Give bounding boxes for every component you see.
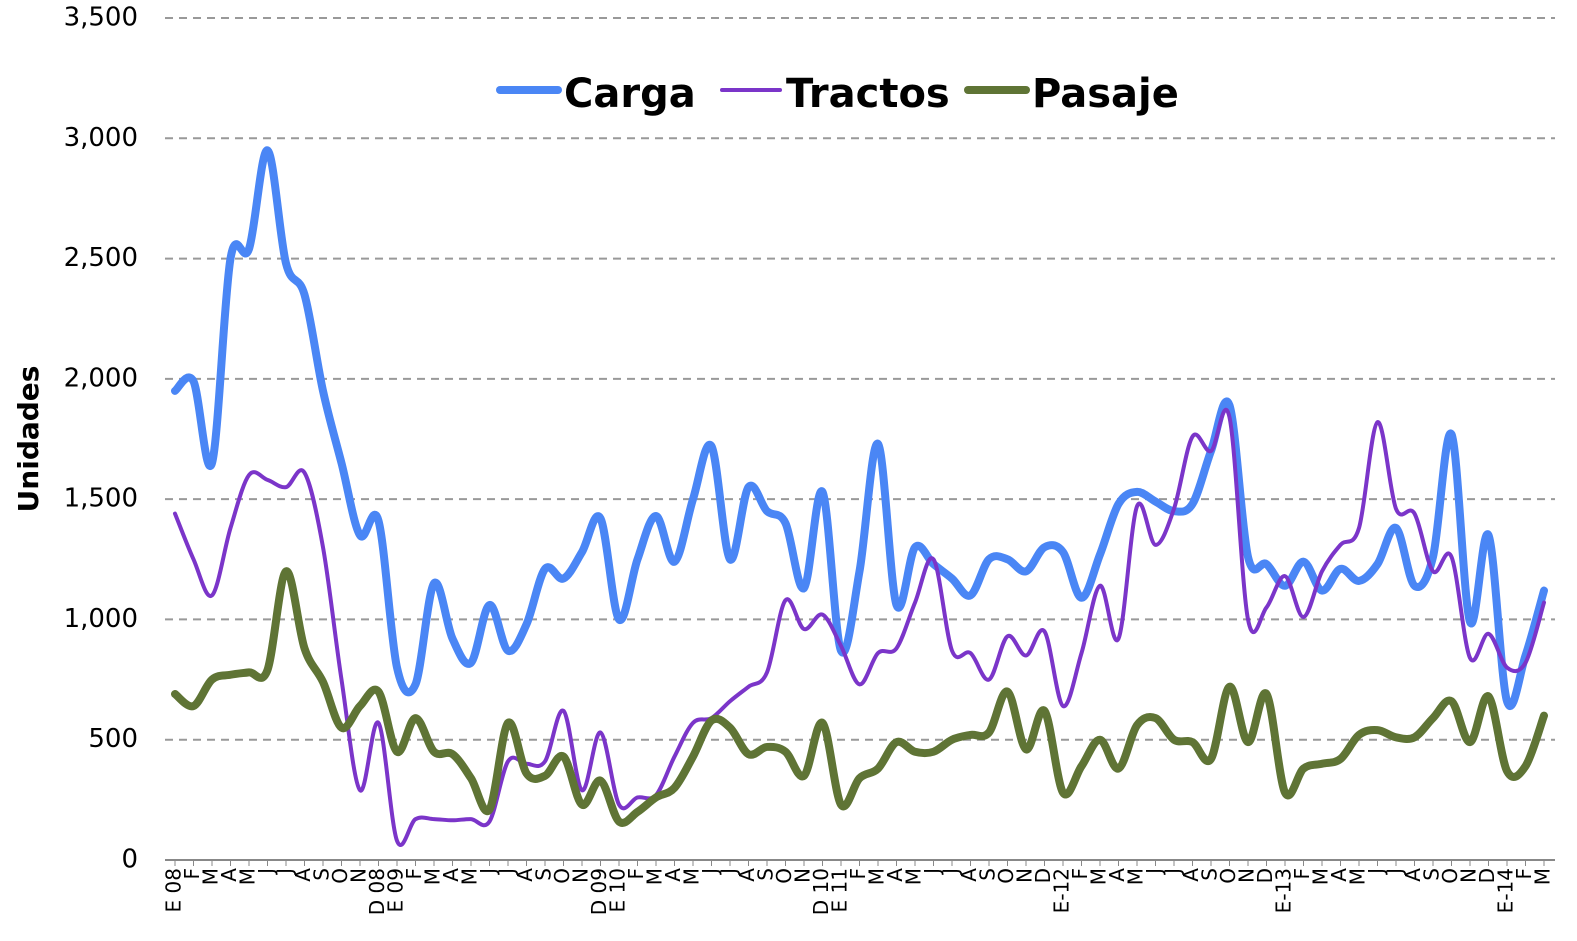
x-tick-label: N bbox=[1457, 868, 1481, 883]
x-tick-label: J bbox=[254, 868, 278, 876]
x-tick-label: S bbox=[754, 868, 778, 881]
x-tick-label: E-14 bbox=[1494, 868, 1518, 913]
x-tick-label: A bbox=[439, 868, 463, 882]
x-tick-label: J bbox=[1161, 868, 1185, 876]
x-tick-label: J bbox=[1364, 868, 1388, 876]
x-tick-label: M bbox=[1346, 868, 1370, 885]
x-tick-label: J bbox=[939, 868, 963, 876]
x-tick-label: M bbox=[421, 868, 445, 885]
y-tick-label: 500 bbox=[88, 724, 138, 754]
x-tick-label: D bbox=[1475, 868, 1499, 883]
x-tick-label: J bbox=[698, 868, 722, 876]
x-tick-label: M bbox=[1531, 868, 1555, 885]
x-tick-label: J bbox=[920, 868, 944, 876]
x-tick-label: F bbox=[1290, 868, 1314, 880]
x-tick-label: O bbox=[550, 868, 574, 884]
x-tick-label: A bbox=[735, 868, 759, 882]
x-tick-label: M bbox=[865, 868, 889, 885]
x-tick-label: A bbox=[957, 868, 981, 882]
x-tick-label: F bbox=[846, 868, 870, 880]
x-tick-label: E 10 bbox=[606, 868, 630, 912]
x-tick-label: S bbox=[310, 868, 334, 881]
line-series bbox=[171, 567, 1548, 827]
x-tick-label: A bbox=[1401, 868, 1425, 882]
x-tick-label: N bbox=[347, 868, 371, 883]
legend-label: Tractos bbox=[786, 71, 950, 117]
x-tick-label: M bbox=[236, 868, 260, 885]
x-tick-label: J bbox=[717, 868, 741, 876]
x-tick-label: N bbox=[1013, 868, 1037, 883]
x-tick-label: O bbox=[328, 868, 352, 884]
y-tick-label: 0 bbox=[121, 845, 138, 875]
x-tick-label: M bbox=[199, 868, 223, 885]
x-tick-label: F bbox=[402, 868, 426, 880]
x-tick-label: E 11 bbox=[828, 868, 852, 912]
y-tick-label: 1,000 bbox=[64, 604, 138, 634]
x-tick-label: E-12 bbox=[1050, 868, 1074, 913]
x-tick-label: M bbox=[1309, 868, 1333, 885]
x-tick-label: O bbox=[772, 868, 796, 884]
x-tick-label: O bbox=[994, 868, 1018, 884]
x-tick-label: D 10 bbox=[809, 868, 833, 915]
x-tick-label: S bbox=[1420, 868, 1444, 881]
x-tick-label: M bbox=[680, 868, 704, 885]
x-tick-label: N bbox=[791, 868, 815, 883]
x-tick-label: A bbox=[291, 868, 315, 882]
x-tick-label: M bbox=[643, 868, 667, 885]
line-series bbox=[173, 407, 1546, 847]
line-series bbox=[171, 146, 1548, 710]
x-tick-label: F bbox=[1512, 868, 1536, 880]
y-tick-label: 3,000 bbox=[64, 123, 138, 153]
x-tick-label: A bbox=[661, 868, 685, 882]
x-tick-label: J bbox=[1142, 868, 1166, 876]
x-tick-label: J bbox=[495, 868, 519, 876]
x-tick-label: E 08 bbox=[162, 868, 186, 912]
x-tick-label: D 09 bbox=[587, 868, 611, 915]
x-tick-label: M bbox=[902, 868, 926, 885]
x-tick-label: E-13 bbox=[1272, 868, 1296, 913]
legend-label: Carga bbox=[564, 71, 696, 117]
y-axis-label: Unidades bbox=[12, 366, 45, 513]
x-tick-label: F bbox=[180, 868, 204, 880]
x-tick-label: A bbox=[1179, 868, 1203, 882]
x-tick-label: A bbox=[1327, 868, 1351, 882]
x-tick-label: A bbox=[1105, 868, 1129, 882]
y-tick-label: 2,500 bbox=[64, 243, 138, 273]
x-tick-label: M bbox=[1124, 868, 1148, 885]
x-tick-label: A bbox=[217, 868, 241, 882]
y-tick-label: 2,000 bbox=[64, 363, 138, 393]
x-tick-label: A bbox=[883, 868, 907, 882]
x-tick-label: M bbox=[458, 868, 482, 885]
y-tick-label: 3,500 bbox=[64, 3, 138, 33]
x-tick-label: S bbox=[1198, 868, 1222, 881]
x-tick-label: J bbox=[476, 868, 500, 876]
x-tick-label: E 09 bbox=[384, 868, 408, 912]
x-tick-label: S bbox=[532, 868, 556, 881]
legend-label: Pasaje bbox=[1032, 71, 1179, 117]
x-tick-label: O bbox=[1216, 868, 1240, 884]
x-tick-label: F bbox=[624, 868, 648, 880]
x-tick-label: J bbox=[1383, 868, 1407, 876]
x-tick-label: M bbox=[1087, 868, 1111, 885]
x-tick-label: A bbox=[513, 868, 537, 882]
x-tick-label: S bbox=[976, 868, 1000, 881]
x-tick-label: N bbox=[1235, 868, 1259, 883]
x-tick-label: D bbox=[1031, 868, 1055, 883]
x-tick-label: D bbox=[1253, 868, 1277, 883]
x-tick-label: D 08 bbox=[365, 868, 389, 915]
x-tick-label: F bbox=[1068, 868, 1092, 880]
x-tick-label: N bbox=[569, 868, 593, 883]
y-tick-label: 1,500 bbox=[64, 484, 138, 514]
x-tick-label: O bbox=[1438, 868, 1462, 884]
x-tick-label: J bbox=[273, 868, 297, 876]
